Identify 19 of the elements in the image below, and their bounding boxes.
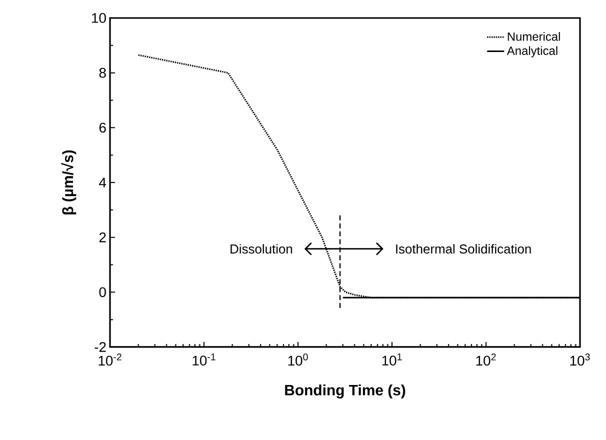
y-axis-title: β (µm/√s) [61,150,76,214]
y-tick-label: 2 [99,232,106,242]
y-tick-label: 6 [99,122,106,133]
y-tick-label: 8 [99,68,106,78]
y-tick-label: 10 [92,13,106,23]
y-tick-label: 4 [99,178,106,188]
x-tick-label: 10$^{0}$ [288,354,308,366]
legend-label: Numerical [508,32,560,41]
x-tick-label: 10$^{3}$ [570,354,590,366]
y-tick-label: -2 [94,342,106,352]
x-tick-label: 10$^{1}$ [382,353,402,366]
x-axis-title: Bonding Time (s) [285,384,406,398]
x-tick-label: 10$^{-1}$ [192,353,216,366]
annotation: Dissolution [230,244,292,254]
legend-label: Analytical [506,46,558,58]
annotation: Isothermal Solidification [396,244,531,254]
x-tick-label: 10$^{2}$ [476,354,496,366]
y-tick-label: 0 [99,287,106,298]
x-tick-label: 10$^{-2}$ [98,354,122,366]
